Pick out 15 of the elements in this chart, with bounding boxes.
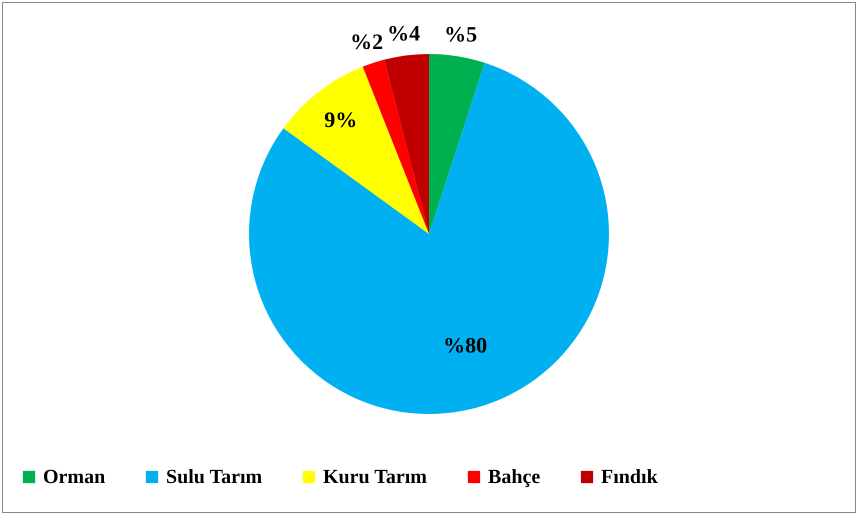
data-label: %5 [444,21,478,46]
data-label: %80 [443,332,488,358]
legend-label: Fındık [601,466,659,488]
data-label: 9% [324,107,358,132]
data-label: %4 [387,20,420,46]
pie-slice [283,66,429,234]
legend-label: Orman [43,466,106,488]
data-label: %2 [350,28,384,54]
pie-slice [249,62,609,414]
pie-slice [384,54,429,234]
legend-label: Kuru Tarım [323,466,428,488]
pie-slice [429,54,485,234]
pie-slice [362,60,429,234]
legend-label: Bahçe [488,466,540,488]
legend-label: Sulu Tarım [166,466,262,488]
